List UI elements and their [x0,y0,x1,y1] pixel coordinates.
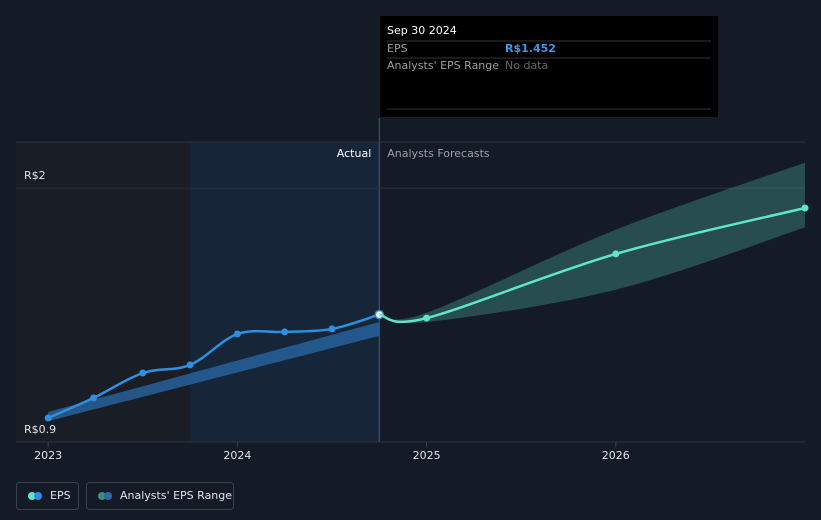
y-tick-label: R$0.9 [24,423,56,436]
range-area [379,162,805,323]
eps-point [139,369,147,377]
legend-swatch [34,492,42,500]
eps-point [612,250,620,258]
legend-label: EPS [50,489,71,502]
legend-swatch [98,492,106,500]
tooltip-value: R$1.452 [505,42,556,55]
legend-swatch [28,492,36,500]
past-region [16,142,191,442]
eps-line [378,206,806,324]
legend: EPS Analysts' EPS Range [16,482,234,510]
tooltip-label: Analysts' EPS Range [387,59,499,72]
grid: R$0.9 R$2 2023 2024 2025 2026 [16,141,805,462]
eps-point [44,414,52,422]
legend-label: Analysts' EPS Range [120,489,232,502]
highlight-region [190,142,380,442]
x-tick-label: 2026 [602,449,630,462]
tooltip-label: EPS [387,42,408,55]
tooltip-value: No data [505,59,548,72]
legend-item[interactable] [86,482,234,510]
x-tick-label: 2025 [413,449,441,462]
eps-point [801,204,809,212]
eps-line [47,313,380,420]
eps-point [281,328,289,336]
tooltip-date: Sep 30 2024 [387,24,457,37]
tooltip-box [380,16,718,117]
region-label: Actual [337,147,371,160]
eps-point [186,361,194,369]
tooltip: Sep 30 2024 EPS R$1.452 Analysts' EPS Ra… [380,16,718,117]
eps-point [90,394,98,402]
x-tick-label: 2024 [223,449,251,462]
eps-point [233,330,241,338]
range-area [48,322,380,422]
legend-item[interactable] [16,482,79,510]
plot-background: Actual Analysts Forecasts [16,118,490,442]
eps-point [423,314,431,322]
region-label: Analysts Forecasts [387,147,490,160]
legend-swatch [104,492,112,500]
eps-point [328,325,336,333]
marks [44,162,809,422]
x-tick-label: 2023 [34,449,62,462]
y-tick-label: R$2 [24,169,46,182]
